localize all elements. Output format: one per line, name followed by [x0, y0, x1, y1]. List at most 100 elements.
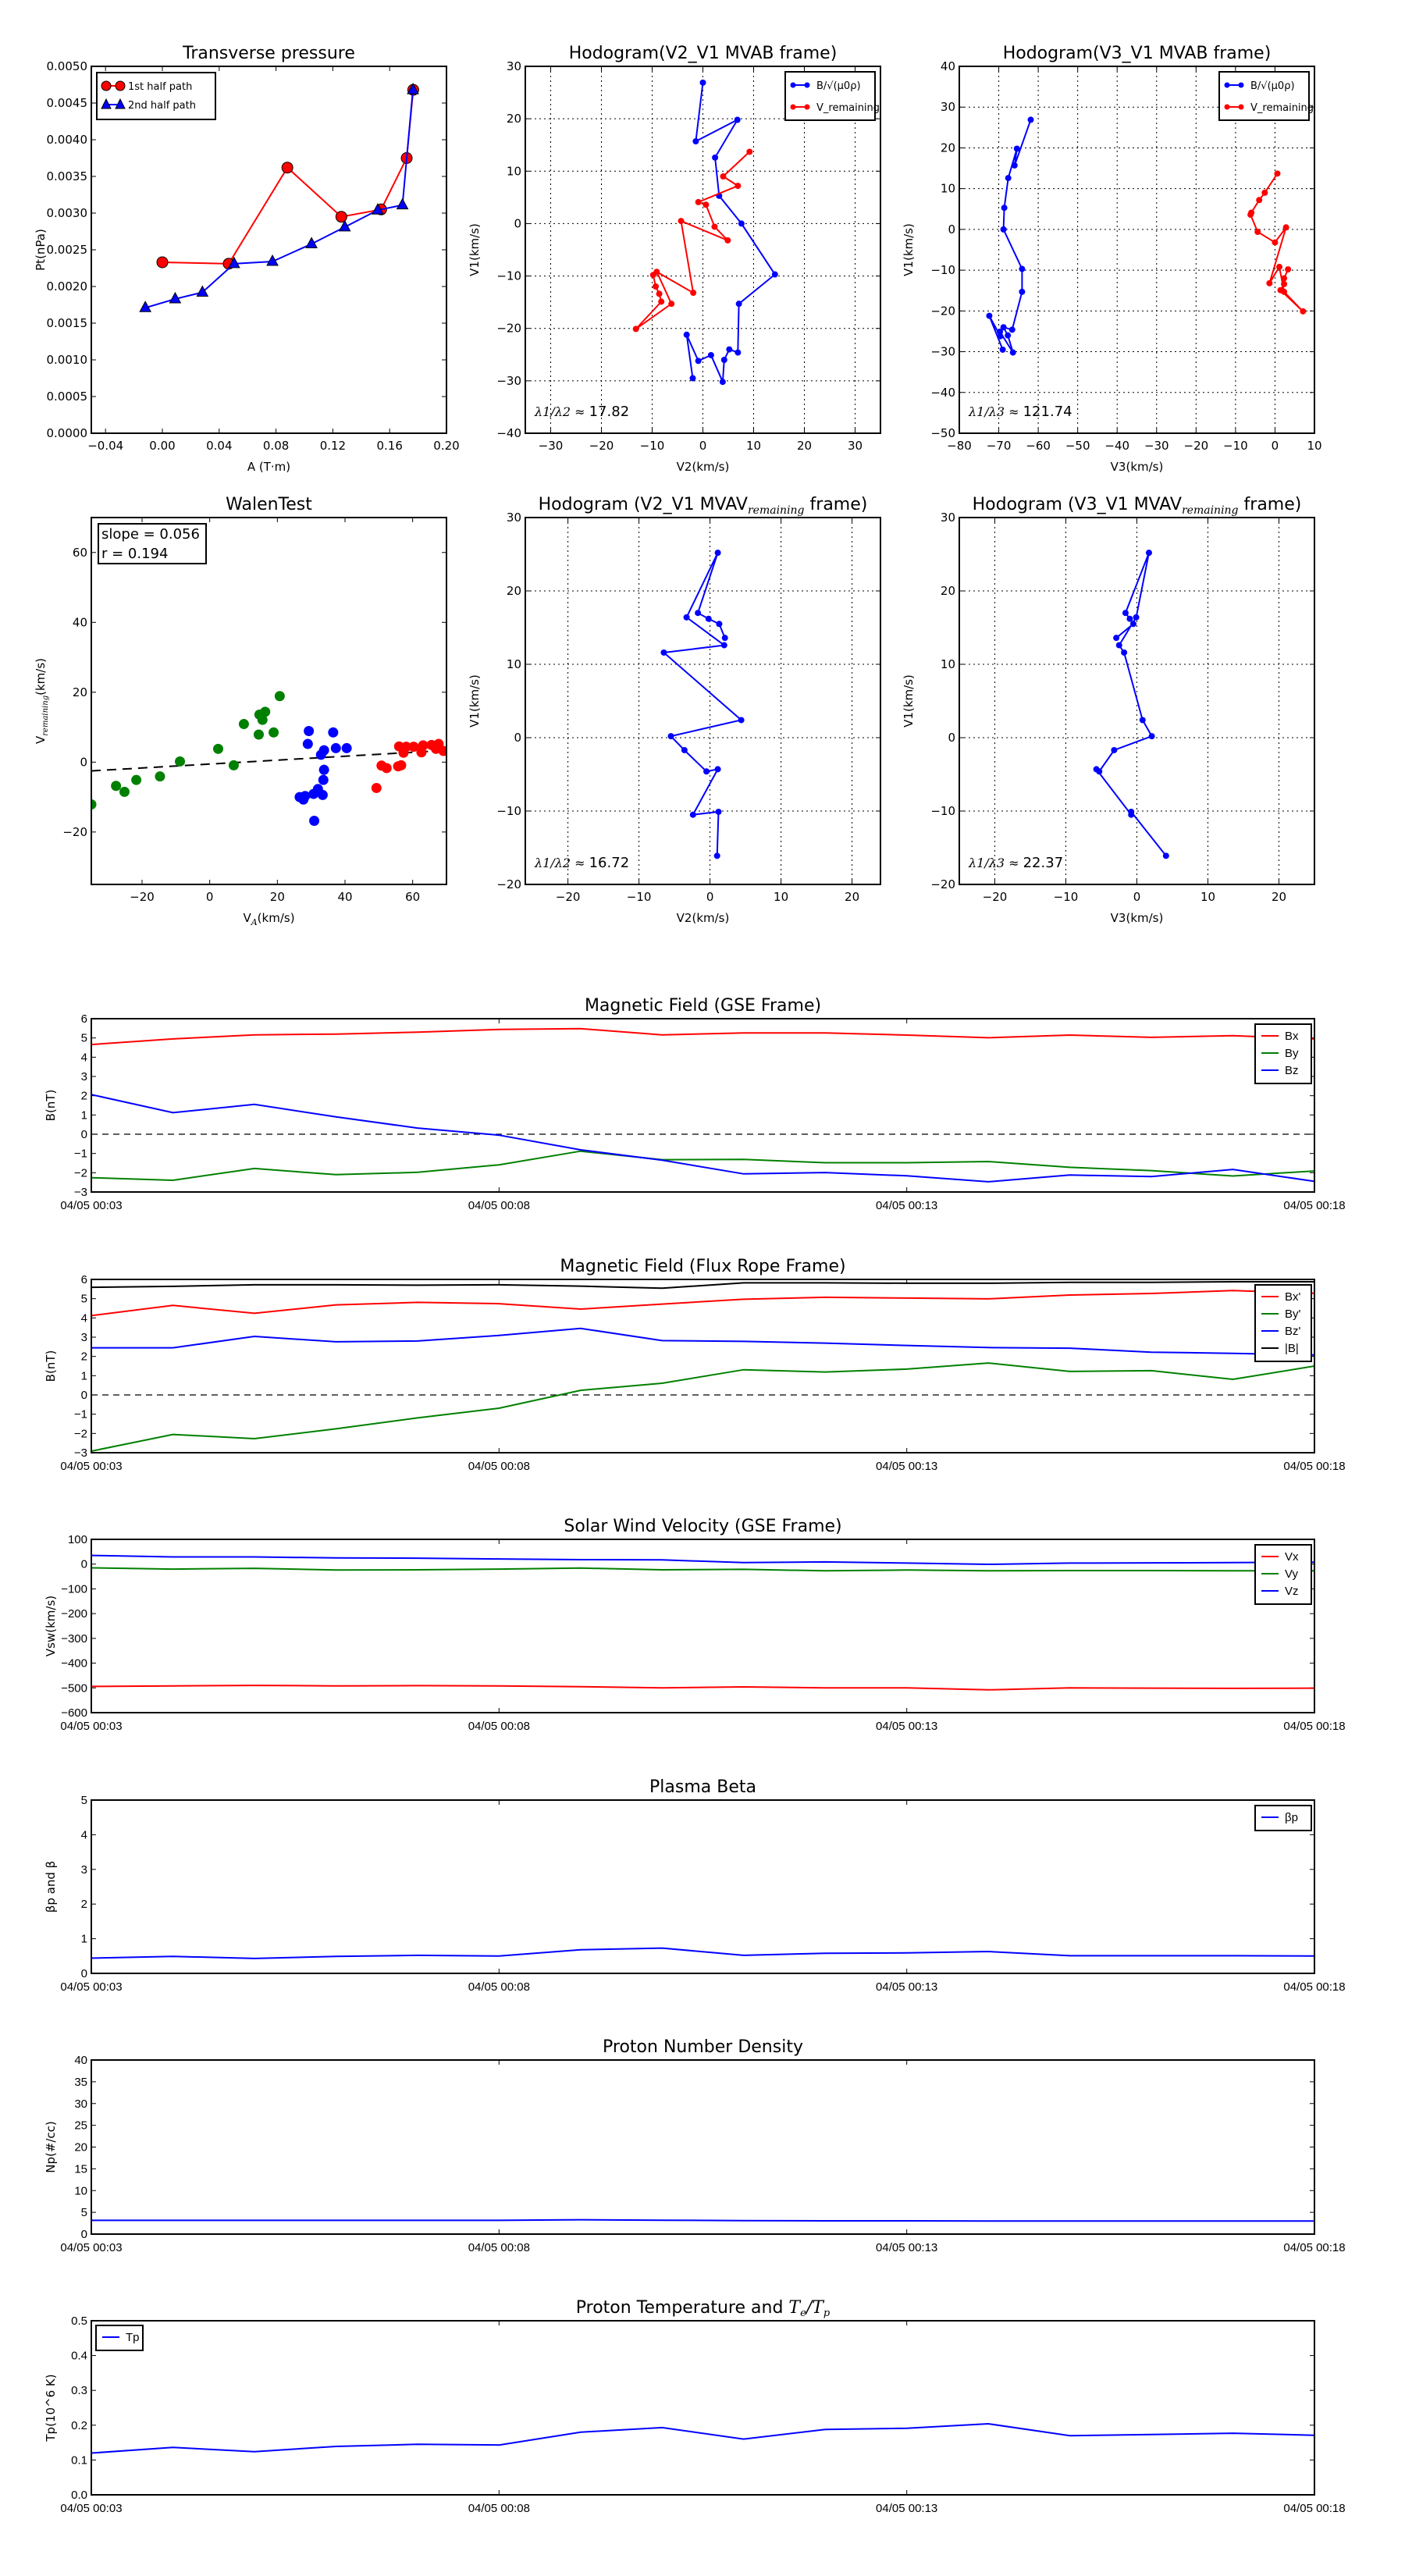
x-tick-label: 0	[206, 890, 214, 904]
y-tick-label: 10	[941, 182, 955, 196]
data-point	[396, 197, 409, 210]
series-line	[91, 1027, 1314, 1046]
data-point	[712, 154, 719, 161]
legend-item: Bx	[1261, 1030, 1299, 1043]
series-line	[635, 151, 750, 330]
y-tick-label: 30	[941, 511, 955, 525]
data-point	[1281, 275, 1288, 282]
y-tick-label: 10	[507, 164, 521, 178]
y-tick-label: −2	[74, 1427, 87, 1440]
legend-item: Vx	[1261, 1550, 1299, 1564]
chart-title: Proton Temperature and Te/Tp	[576, 2298, 831, 2319]
plot-area	[91, 691, 446, 827]
data-point	[1247, 212, 1254, 219]
chart-hodogram-v2-v1-mvab: Hodogram(V2_V1 MVAB frame) −40 −30 −20 −10 0 1…	[468, 44, 881, 474]
stats-box	[98, 523, 207, 564]
legend-item: V_remaining	[1224, 102, 1314, 114]
data-point	[257, 714, 268, 725]
legend: βp	[1254, 1805, 1312, 1831]
chart-plasma-beta: Plasma Beta 0 1 2 3 4 5 04/05 00:03 04/05 00:08 0…	[44, 1777, 1346, 1994]
data-point	[735, 183, 742, 190]
data-point	[997, 328, 1004, 335]
x-tick-label: 0.12	[320, 439, 346, 453]
x-tick-label: 04/05 00:13	[876, 1199, 937, 1212]
data-point	[658, 298, 665, 305]
axes-frame	[91, 1539, 1315, 1713]
legend-marker	[790, 104, 796, 110]
y-axis-label: Tp(10^6 K)	[44, 2374, 58, 2442]
legend-item: 2nd half path	[101, 98, 196, 112]
axes-frame	[91, 517, 447, 885]
chart-proton-temperature: Proton Temperature and Te/Tp 0.0 0.1 0.2 0.3…	[44, 2298, 1346, 2515]
data-point	[689, 375, 696, 382]
legend-item: Bz	[1261, 1064, 1299, 1077]
chart-title: Hodogram(V3_V1 MVAB frame)	[1003, 44, 1272, 63]
x-tick-label: 04/05 00:13	[876, 2502, 937, 2515]
legend-item: Bz'	[1261, 1325, 1301, 1338]
y-tick-label: −3	[74, 1186, 87, 1199]
x-tick-label: 10	[774, 890, 788, 904]
data-point	[1111, 746, 1118, 753]
data-point	[1148, 733, 1155, 740]
data-point	[1096, 768, 1103, 775]
x-tick-label: −60	[1026, 439, 1051, 453]
legend-item: βp	[1261, 1811, 1298, 1824]
legend-item: Bx'	[1261, 1290, 1301, 1304]
data-point	[341, 742, 352, 753]
y-tick-label: 0.0000	[47, 426, 88, 440]
x-tick-label: 04/05 00:13	[876, 1460, 937, 1473]
x-tick-label: −80	[947, 439, 972, 453]
legend-item: Vz	[1261, 1585, 1299, 1598]
legend: Tp	[95, 2325, 144, 2351]
x-tick-label: −20	[983, 890, 1008, 904]
y-axis-label: V1(km/s)	[902, 223, 916, 276]
data-point	[721, 635, 728, 642]
data-point	[1254, 229, 1261, 236]
x-tick-label: 04/05 00:03	[60, 1720, 122, 1733]
legend-item: B/√(μ0ρ)	[790, 80, 861, 92]
data-point	[1285, 266, 1292, 273]
chart-walen-test: WalenTest −20 0 20 40 60 −20 0 20 40 60 VA(km/s) Vre…	[34, 495, 447, 927]
legend-label: |B|	[1285, 1342, 1299, 1355]
data-point	[139, 301, 151, 312]
legend-label: βp	[1285, 1811, 1298, 1824]
series-bz	[91, 1094, 1314, 1183]
legend-label: Bz'	[1285, 1325, 1301, 1338]
y-tick-label: 25	[74, 2119, 87, 2133]
x-tick-label: 30	[848, 439, 863, 453]
data-point	[720, 357, 727, 363]
chart-transverse-pressure: Transverse pressure 0.0000 0.0005 0.0010 0.0…	[34, 44, 460, 474]
legend-label: B/√(μ0ρ)	[1250, 80, 1295, 92]
x-tick-label: 60	[405, 890, 420, 904]
legend-label: V_remaining	[1250, 102, 1314, 114]
y-tick-label: 40	[73, 615, 87, 629]
chart-proton-number-density: Proton Number Density 0 5 10 15 20 25 30 35 40 04/…	[44, 2037, 1346, 2254]
data-point	[309, 816, 320, 827]
legend-item: Vy	[1261, 1567, 1298, 1581]
x-tick-label: −20	[589, 439, 614, 453]
series-line	[91, 1150, 1314, 1182]
x-tick-label: −10	[627, 890, 652, 904]
data-point	[1001, 205, 1008, 212]
series-by-	[91, 1362, 1314, 1452]
legend-label: By'	[1285, 1308, 1301, 1321]
data-point	[997, 333, 1004, 340]
legend-label: Vy	[1285, 1567, 1298, 1581]
y-axis-label: Vremaining(km/s)	[34, 658, 50, 744]
y-tick-label: 4	[81, 1311, 87, 1325]
legend-item: Tp	[102, 2331, 140, 2344]
axes-frame	[91, 2059, 1315, 2235]
y-tick-label: 40	[941, 59, 955, 73]
data-point	[1008, 326, 1016, 333]
y-tick-label: 3	[81, 1070, 87, 1083]
data-point	[1126, 615, 1133, 622]
series-vx	[91, 1685, 1314, 1691]
series-line	[91, 1567, 1314, 1572]
data-point	[269, 727, 279, 738]
data-point	[1009, 349, 1016, 356]
y-tick-label: 0	[81, 1558, 87, 1571]
y-tick-label: 2	[81, 1350, 87, 1364]
legend: B/√(μ0ρ) V_remaining	[1218, 71, 1314, 121]
y-tick-label: 0	[81, 1128, 87, 1141]
series-line	[662, 552, 743, 856]
